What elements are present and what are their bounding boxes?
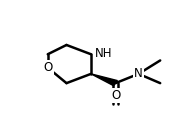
Text: O: O — [111, 89, 120, 102]
Text: O: O — [43, 61, 52, 74]
Text: N: N — [134, 67, 143, 80]
Text: NH: NH — [95, 47, 113, 60]
Polygon shape — [91, 74, 117, 86]
